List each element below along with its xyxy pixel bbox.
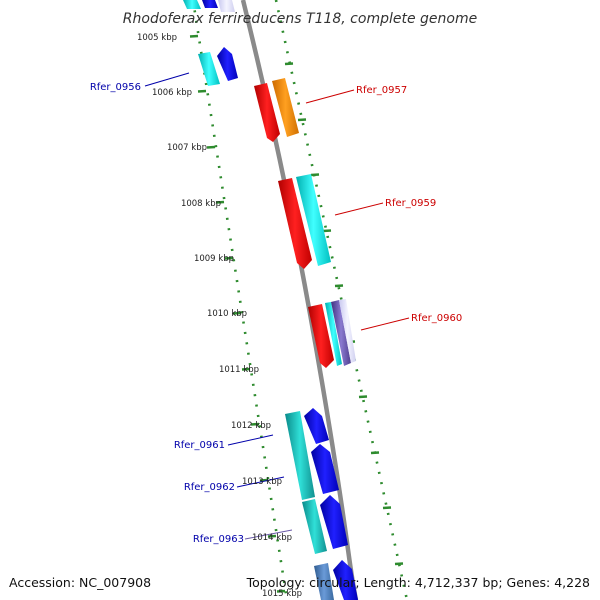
- kbp-label: 1015 kbp: [262, 589, 302, 599]
- gene-label-rfer-0957[interactable]: Rfer_0957: [356, 85, 407, 96]
- kbp-label: 1010 kbp: [207, 309, 247, 319]
- topology-text: Topology: circular; Length: 4,712,337 bp…: [246, 575, 590, 590]
- kbp-labels: 1005 kbp 1006 kbp 1007 kbp 1008 kbp 1009…: [137, 33, 302, 599]
- gene-rfer-0960[interactable]: [308, 299, 356, 368]
- gene-label-rfer-0963[interactable]: Rfer_0963: [193, 534, 244, 545]
- kbp-label: 1005 kbp: [137, 33, 177, 43]
- diagram-title: Rhodoferax ferrireducens T118, complete …: [123, 11, 477, 27]
- gene-labels: Rfer_0956 Rfer_0957 Rfer_0959 Rfer_0960 …: [90, 82, 462, 545]
- kbp-label: 1014 kbp: [252, 533, 292, 543]
- gene-rfer-0961[interactable]: [285, 408, 329, 500]
- gene-rfer-0959[interactable]: [278, 174, 331, 269]
- gene-label-rfer-0956[interactable]: Rfer_0956: [90, 82, 141, 93]
- gene-rfer-0955-partial[interactable]: [183, 0, 235, 12]
- leader-lines: [144, 72, 410, 540]
- tick-ring-left: [191, 0, 289, 600]
- kbp-label: 1013 kbp: [242, 477, 282, 487]
- accession-text: Accession: NC_007908: [9, 575, 151, 590]
- kbp-label: 1011 kbp: [219, 365, 259, 375]
- gene-rfer-0963[interactable]: [302, 495, 348, 554]
- gene-label-rfer-0962[interactable]: Rfer_0962: [184, 482, 235, 493]
- kbp-ticks: [189, 34, 286, 593]
- kbp-label: 1006 kbp: [152, 88, 192, 98]
- gene-label-rfer-0961[interactable]: Rfer_0961: [174, 440, 225, 451]
- kbp-label: 1012 kbp: [231, 421, 271, 431]
- gene-rfer-0957[interactable]: [254, 78, 299, 142]
- gene-bottom-partial[interactable]: [314, 560, 358, 600]
- gene-label-rfer-0960[interactable]: Rfer_0960: [411, 313, 462, 324]
- gene-rfer-0956[interactable]: [198, 47, 238, 86]
- kbp-label: 1009 kbp: [194, 254, 234, 264]
- kbp-label: 1008 kbp: [181, 199, 221, 209]
- kbp-label: 1007 kbp: [167, 143, 207, 153]
- gene-label-rfer-0959[interactable]: Rfer_0959: [385, 198, 436, 209]
- gene-rfer-0962[interactable]: [311, 444, 339, 494]
